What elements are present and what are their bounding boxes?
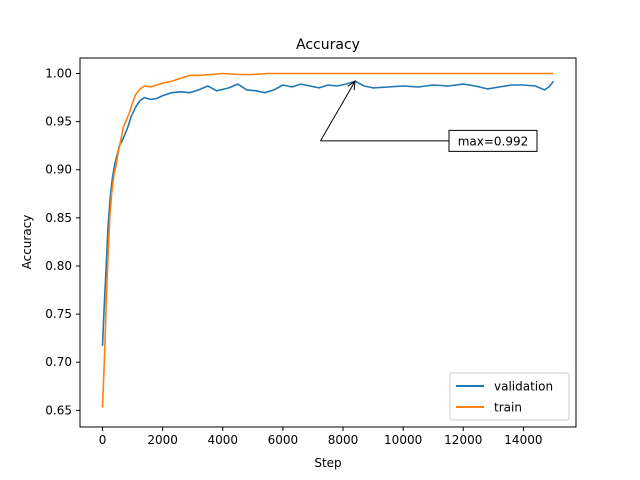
series-line-train [101, 72, 554, 408]
y-tick-label: 0.70 [45, 355, 72, 369]
chart-title: Accuracy [296, 37, 360, 53]
y-tick-label: 0.80 [45, 259, 72, 273]
y-tick-label: 0.90 [45, 163, 72, 177]
x-tick-label: 2000 [147, 433, 178, 447]
x-axis: 0 2000 4000 6000 8000 10000 12000 14000 [99, 427, 542, 447]
x-axis-label: Step [314, 456, 341, 470]
y-tick-label: 0.75 [45, 307, 72, 321]
y-tick-label: 0.85 [45, 211, 72, 225]
x-tick-label: 8000 [328, 433, 359, 447]
legend-box [449, 372, 570, 421]
legend-label-validation: validation [494, 380, 553, 394]
legend-label-train: train [494, 401, 522, 415]
annotation-arrow-line [320, 80, 356, 142]
y-axis: 0.65 0.70 0.75 0.80 0.85 0.90 0.95 1.00 [45, 66, 80, 417]
x-tick-label: 4000 [208, 433, 239, 447]
series-line-validation [101, 80, 555, 346]
plot-frame [79, 57, 577, 428]
x-tick-label: 14000 [504, 433, 542, 447]
max-annotation: max=0.992 [320, 80, 538, 152]
legend: validation train [449, 372, 570, 421]
y-tick-label: 0.65 [45, 403, 72, 417]
y-tick-label: 0.95 [45, 115, 72, 129]
x-tick-label: 6000 [268, 433, 299, 447]
x-tick-label: 12000 [444, 433, 482, 447]
annotation-arrowhead [347, 80, 356, 91]
y-tick-label: 1.00 [45, 66, 72, 80]
annotation-box [448, 129, 538, 152]
series-layer [101, 72, 555, 408]
y-axis-label: Accuracy [20, 215, 34, 270]
x-tick-label: 10000 [384, 433, 422, 447]
x-tick-label: 0 [99, 433, 107, 447]
annotation-text: max=0.992 [458, 134, 529, 148]
